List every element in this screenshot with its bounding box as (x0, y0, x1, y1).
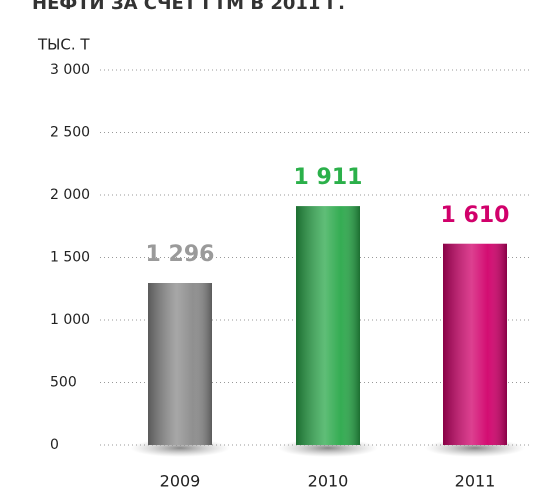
y-tick-label: 2 500 (50, 125, 90, 141)
y-tick-label: 500 (50, 375, 77, 391)
y-tick-label: 1 000 (50, 312, 90, 328)
bar-shade (296, 206, 360, 445)
y-tick-label: 1 500 (50, 250, 90, 266)
y-tick-label: 2 000 (50, 187, 90, 203)
x-tick-label: 2010 (308, 472, 349, 489)
bar-shade (148, 283, 212, 445)
data-label: 1 610 (441, 203, 510, 228)
data-label: 1 911 (294, 165, 363, 190)
y-tick-label: 0 (50, 437, 59, 453)
axis-label: ТЫС. Т (37, 36, 90, 54)
x-tick-label: 2009 (160, 472, 201, 489)
bar-shade (443, 243, 507, 445)
chart-title: НЕФТИ ЗА СЧЕТ ГТМ В 2011 Г. (32, 0, 345, 14)
data-label: 1 296 (146, 242, 215, 267)
y-tick-label: 3 000 (50, 62, 90, 78)
x-tick-label: 2011 (455, 472, 496, 489)
